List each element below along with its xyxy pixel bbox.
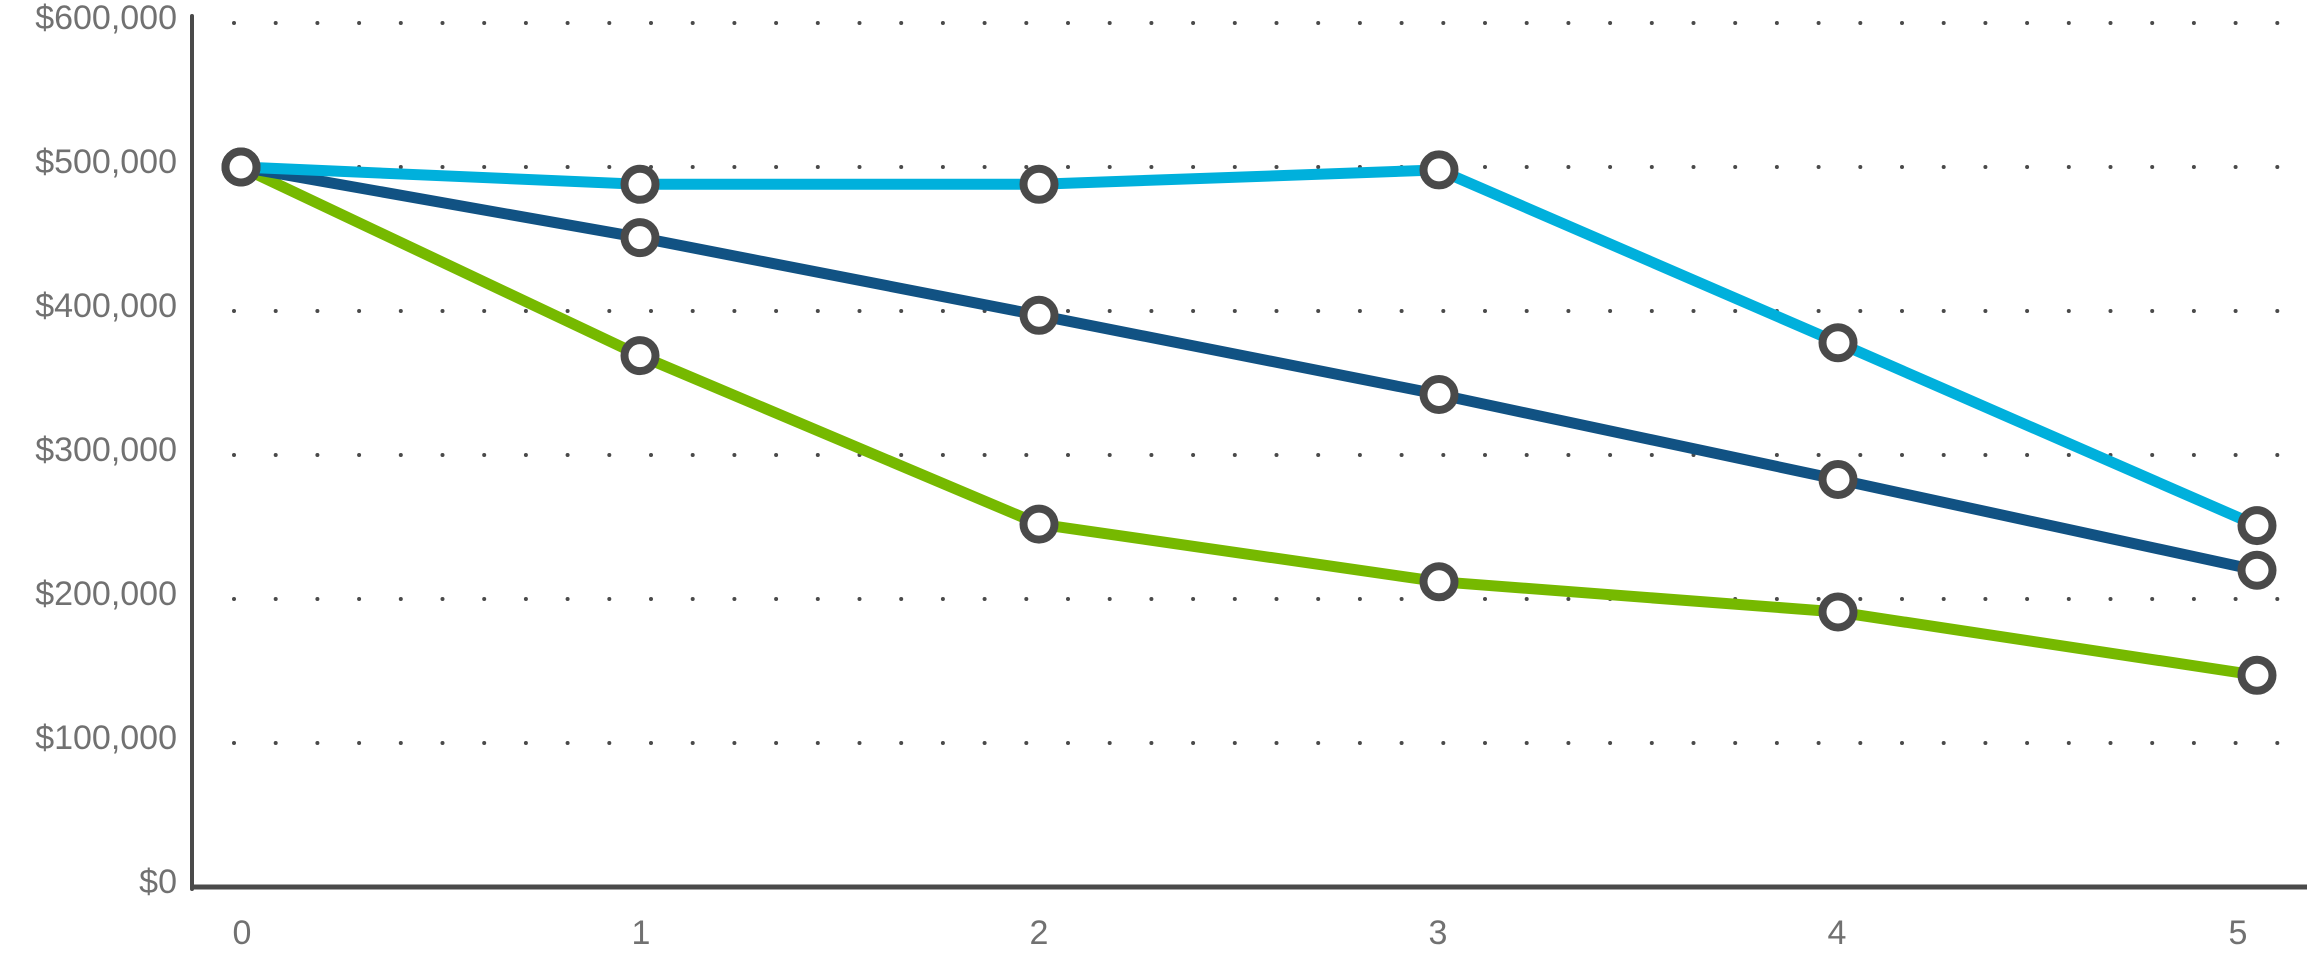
light-blue-series-marker-icon xyxy=(2237,506,2277,546)
light-blue-series-marker-icon xyxy=(221,147,261,187)
dark-blue-series-marker-icon xyxy=(1818,460,1858,499)
x-axis-tick-labels: 0 1 2 3 4 5 xyxy=(233,914,2248,952)
gridline-500000 xyxy=(232,165,2280,169)
data-markers xyxy=(221,147,2277,695)
x-tick-label: 5 xyxy=(2229,914,2248,952)
y-tick-label: $0 xyxy=(139,863,177,901)
green-series-line xyxy=(235,161,2263,681)
gridline-300000 xyxy=(232,453,2280,457)
data-series xyxy=(235,161,2263,681)
dark-blue-series-marker-icon xyxy=(620,218,660,258)
y-tick-label: $100,000 xyxy=(35,719,177,757)
gridline-200000 xyxy=(232,597,2280,601)
x-tick-label: 4 xyxy=(1828,914,1847,952)
x-tick-label: 2 xyxy=(1030,914,1049,952)
x-tick-label: 0 xyxy=(233,914,252,952)
light-blue-series-marker-icon xyxy=(1818,323,1858,363)
gridline-600000 xyxy=(232,21,2280,25)
y-tick-label: $200,000 xyxy=(35,575,177,613)
green-series-marker-icon xyxy=(620,336,660,376)
y-tick-label: $300,000 xyxy=(35,431,177,469)
x-tick-label: 3 xyxy=(1429,914,1448,952)
light-blue-series-marker-icon xyxy=(1419,150,1459,190)
green-series-marker-icon xyxy=(1419,562,1459,602)
dark-blue-series-line xyxy=(235,161,2263,576)
y-tick-label: $400,000 xyxy=(35,287,177,325)
light-blue-series-line xyxy=(235,161,2263,532)
gridline-100000 xyxy=(232,741,2280,745)
gridlines xyxy=(232,21,2280,745)
y-axis-tick-labels: $0 $100,000 $200,000 $300,000 $400,000 $500,0… xyxy=(35,0,177,901)
dark-blue-series-marker-icon xyxy=(2237,550,2277,590)
light-blue-series-marker-icon xyxy=(620,164,660,204)
y-tick-label: $500,000 xyxy=(35,143,177,181)
green-series-marker-icon xyxy=(1818,592,1858,632)
dark-blue-series-marker-icon xyxy=(1419,375,1459,414)
green-series-marker-icon xyxy=(2237,655,2277,695)
green-series-marker-icon xyxy=(1019,504,1059,544)
light-blue-series-marker-icon xyxy=(1019,164,1059,204)
y-tick-label: $600,000 xyxy=(35,0,177,37)
dark-blue-series-marker-icon xyxy=(1019,295,1059,335)
x-tick-label: 1 xyxy=(632,914,651,952)
